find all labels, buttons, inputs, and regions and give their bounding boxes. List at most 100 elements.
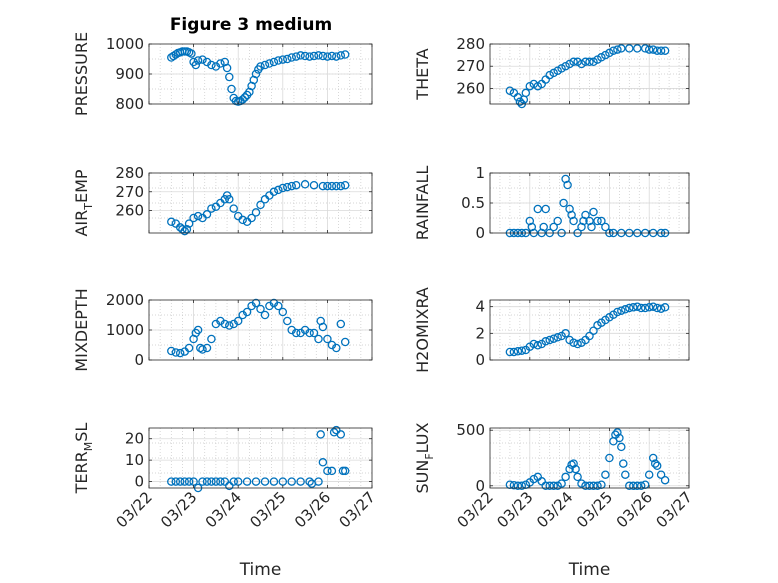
- data-point: [625, 44, 634, 53]
- data-point: [296, 477, 305, 486]
- ticks: [148, 43, 373, 105]
- data-point: [509, 480, 519, 490]
- data-point: [650, 459, 660, 468]
- y-label-tail: LUX: [413, 422, 432, 453]
- data-point: [633, 302, 642, 311]
- data-point: [229, 477, 238, 486]
- data-point: [309, 328, 319, 338]
- data-point: [609, 46, 618, 55]
- data-point: [656, 46, 666, 55]
- data-point: [340, 337, 350, 347]
- minor-grid: [149, 428, 372, 488]
- data-point: [300, 51, 310, 61]
- data-point: [629, 481, 638, 491]
- minor-grid: [490, 300, 689, 360]
- data-point: [585, 57, 594, 67]
- data-point: [278, 307, 288, 317]
- y-tick-label: 20: [125, 430, 144, 448]
- data-point: [565, 464, 574, 474]
- data-point: [621, 305, 630, 314]
- data-point: [220, 319, 230, 329]
- data-point: [561, 329, 570, 338]
- data-point: [316, 430, 325, 439]
- y-axis-label: TERRMSL: [72, 423, 95, 495]
- data-point: [656, 304, 666, 313]
- data-point: [644, 470, 654, 479]
- data-point: [327, 51, 337, 61]
- data-point: [605, 453, 614, 463]
- data-point: [656, 470, 666, 479]
- data-point: [256, 304, 265, 314]
- data-point: [216, 59, 225, 68]
- data-point: [184, 343, 194, 353]
- y-axis-label: H2OMIXRA: [413, 287, 432, 373]
- axes-box: [148, 427, 373, 489]
- data-point: [198, 477, 207, 486]
- x-tick-label: 03/22: [113, 488, 156, 531]
- x-axis-label: Time: [239, 560, 282, 580]
- y-label-main: SUN: [413, 460, 432, 494]
- data-point: [569, 459, 578, 468]
- y-label-main: PRESSURE: [72, 32, 91, 116]
- data-point: [553, 333, 562, 342]
- data-point: [589, 207, 598, 217]
- major-grid: [490, 44, 689, 104]
- y-tick-label: 10: [125, 451, 144, 469]
- data-point: [274, 301, 283, 311]
- data-point: [269, 57, 279, 67]
- data-point: [207, 204, 216, 213]
- data-point: [517, 481, 527, 491]
- data-point: [327, 181, 337, 191]
- data-point: [283, 316, 292, 326]
- subplot-terr_msl: 0 10 20 TERRMSL 03/22 03/23 03/24 03/25 03/26 03/…: [72, 423, 379, 580]
- data-point: [296, 51, 305, 60]
- data-point: [513, 481, 523, 491]
- data-point: [509, 347, 519, 357]
- y-label-main: RAINFALL: [413, 166, 432, 241]
- data-point: [175, 348, 185, 358]
- data-point: [193, 56, 203, 65]
- x-axis-label: Time: [568, 560, 611, 580]
- data-point: [636, 303, 646, 313]
- data-point: [513, 347, 523, 356]
- data-point: [202, 343, 212, 353]
- data-point: [569, 216, 578, 226]
- data-point: [541, 481, 550, 491]
- data-point: [175, 477, 185, 486]
- y-tick-label: 270: [115, 183, 144, 201]
- data-point: [615, 433, 624, 443]
- data-point: [589, 326, 598, 335]
- data-point: [545, 335, 554, 345]
- ticks: [148, 172, 373, 233]
- data-point: [557, 479, 566, 488]
- data-point: [660, 475, 670, 485]
- data-point: [225, 195, 234, 204]
- minor-grid: [490, 44, 689, 104]
- y-tick-label: 280: [115, 164, 144, 182]
- data-point: [332, 343, 341, 353]
- data-point: [593, 216, 602, 226]
- data-point: [225, 321, 234, 330]
- series-markers: [505, 302, 670, 357]
- data-point: [291, 52, 301, 61]
- y-label-main: H2OMIXRA: [413, 287, 432, 373]
- minor-grid: [149, 173, 372, 233]
- y-tick-label: 270: [456, 57, 485, 75]
- data-point: [198, 55, 207, 64]
- data-point: [617, 306, 626, 315]
- data-point: [305, 477, 314, 486]
- data-point: [167, 346, 176, 356]
- data-point: [207, 334, 216, 344]
- data-point: [256, 200, 265, 210]
- data-point: [291, 328, 301, 338]
- data-point: [601, 222, 610, 232]
- data-point: [652, 303, 662, 313]
- data-point: [549, 334, 558, 343]
- data-point: [305, 52, 314, 61]
- data-point: [629, 303, 638, 312]
- y-label-subscript: M: [82, 442, 95, 452]
- data-point: [274, 185, 283, 195]
- y-tick-label: 900: [115, 65, 144, 83]
- data-point: [309, 51, 319, 61]
- data-point: [314, 334, 323, 344]
